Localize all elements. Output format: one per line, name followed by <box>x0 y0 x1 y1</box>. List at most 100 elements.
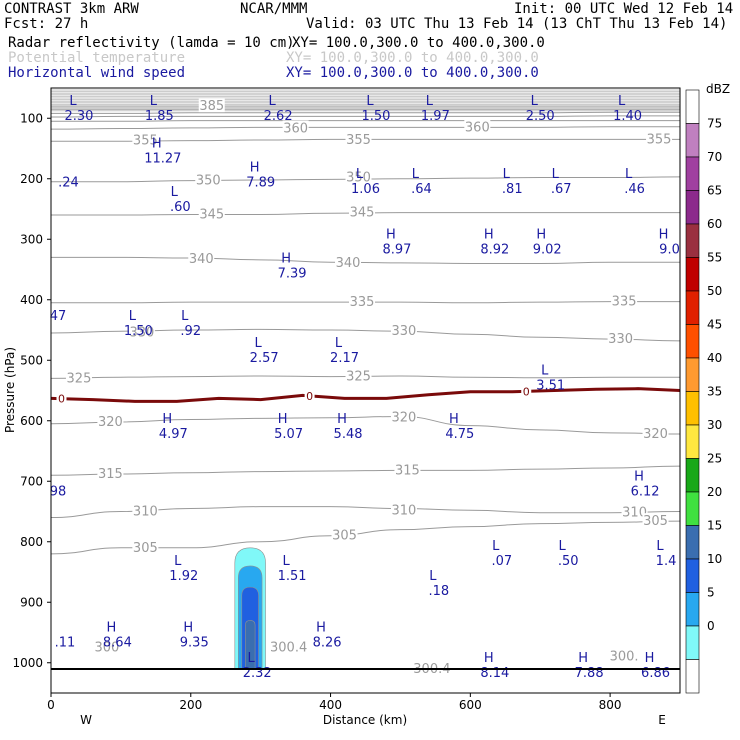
colorbar-segment <box>685 491 700 526</box>
x-tick-label: 400 <box>319 698 342 712</box>
theta-label-bg <box>464 119 491 134</box>
theta-label-bg <box>198 206 225 221</box>
zero-isotherm-label: 0 <box>58 393 65 406</box>
wind-extremum-value: 11.27 <box>144 152 181 167</box>
theta-label: 325 <box>67 371 92 386</box>
theta-contour-315 <box>50 465 681 476</box>
wind-extremum-value: 1.50 <box>362 109 391 124</box>
theta-label-bg <box>128 324 155 339</box>
theta-label-bg <box>345 169 372 184</box>
colorbar-tick-label: 55 <box>707 251 722 265</box>
wind-extremum-marker: L <box>129 309 137 324</box>
theta-label-bg <box>390 409 417 424</box>
theta-label-bg <box>195 172 222 187</box>
wind-extremum-marker: H <box>645 651 655 666</box>
theta-label-bg <box>607 648 642 663</box>
wind-extremum-marker: L <box>625 167 633 182</box>
theta-contour-320 <box>50 416 681 435</box>
wind-extremum-value: .50 <box>558 554 579 569</box>
theta-label: 345 <box>199 207 224 222</box>
wind-extremum-value: .92 <box>180 324 201 339</box>
zero-label-bg <box>521 385 532 398</box>
theta-label: 305 <box>133 541 158 556</box>
y-tick-label: 1000 <box>12 656 43 670</box>
field-3-name: Horizontal wind speed <box>8 65 185 81</box>
wind-extremum-value: 8.64 <box>103 636 132 651</box>
zero-isotherm-label: 0 <box>523 385 530 398</box>
colorbar-segment <box>685 525 700 560</box>
radar-reflectivity-cell <box>234 547 266 670</box>
colorbar-segment <box>685 156 700 191</box>
wind-extremum-marker: H <box>107 621 117 636</box>
y-axis: 100 200 300 400 500 600 700 800 900 1000 <box>12 111 51 670</box>
theta-label: 340 <box>336 256 361 271</box>
wind-extremum-marker: H <box>536 227 546 242</box>
y-tick-label: 500 <box>20 353 43 367</box>
wind-extremum-value: 1.85 <box>145 109 174 124</box>
theta-label-bg <box>394 462 421 477</box>
colorbar-segment <box>685 257 700 292</box>
y-tick-label: 400 <box>20 293 43 307</box>
theta-label: 350 <box>196 174 221 189</box>
wind-extremum-value: 8.92 <box>480 242 509 257</box>
theta-label: 355 <box>133 134 158 149</box>
theta-label-bg <box>65 370 92 385</box>
wind-extremum-value: .11 <box>55 636 76 651</box>
x-tick-label: 600 <box>459 698 482 712</box>
theta-label: 320 <box>643 427 668 442</box>
colorbar-segment <box>685 659 700 694</box>
colorbar-tick-label: 30 <box>707 418 722 432</box>
theta-label: 305 <box>332 529 357 544</box>
wind-extremum-value: .46 <box>624 182 645 197</box>
theta-label: 315 <box>395 463 420 478</box>
theta-label: 330 <box>129 325 154 340</box>
colorbar-tick-label: 35 <box>707 385 722 399</box>
wind-extremum-marker: L <box>618 94 626 109</box>
wind-extremum-value: 5.48 <box>334 427 363 442</box>
forecast-hour: Fcst: 27 h <box>4 16 88 32</box>
wind-extremum-value: 7.39 <box>278 266 307 281</box>
wind-extremum-marker: H <box>578 651 588 666</box>
wind-extremum-marker: L <box>335 336 343 351</box>
x-tick-label: 800 <box>599 698 622 712</box>
wind-extremum-value: 2.17 <box>330 351 359 366</box>
theta-label: 385 <box>199 99 224 114</box>
wind-extremum-marker: L <box>150 94 158 109</box>
wind-extremum-marker: H <box>634 469 644 484</box>
wind-extremum-value: 1.4 <box>656 554 677 569</box>
colorbar-tick-label: 65 <box>707 184 722 198</box>
theta-label-bg <box>335 254 362 269</box>
colorbar-tick-label: 75 <box>707 117 722 131</box>
theta-label: 355 <box>647 132 672 147</box>
y-tick-label: 100 <box>20 111 43 125</box>
theta-label: 335 <box>612 295 637 310</box>
wind-extremum-value: .07 <box>491 554 512 569</box>
theta-label: 330 <box>392 324 417 339</box>
wind-extremum-marker: H <box>152 137 162 152</box>
wind-extremum-marker: L <box>366 94 374 109</box>
colorbar-tick-label: 15 <box>707 519 722 533</box>
wind-extremum-value: 98 <box>50 484 67 499</box>
theta-label-bg <box>132 539 159 554</box>
header: CONTRAST 3km ARW NCAR/MMM Init: 00 UTC W… <box>4 1 733 81</box>
x-tick-label: 200 <box>179 698 202 712</box>
wind-extremum-marker: L <box>426 94 434 109</box>
theta-label: 310 <box>392 503 417 518</box>
colorbar-segment <box>685 592 700 627</box>
theta-label: 325 <box>346 370 371 385</box>
wind-extremum-marker: L <box>559 539 567 554</box>
wind-extremum-marker: L <box>69 94 77 109</box>
wind-extremum-value: 1.92 <box>169 569 198 584</box>
y-tick-label: 200 <box>20 172 43 186</box>
zero-isotherm-label: 0 <box>306 390 313 403</box>
wind-extremum-marker: H <box>250 161 260 176</box>
theta-label: 320 <box>98 415 123 430</box>
valid-time: Valid: 03 UTC Thu 13 Feb 14 (13 ChT Thu … <box>306 16 727 32</box>
wind-extremum-value: 8.97 <box>382 242 411 257</box>
wind-extremum-marker: L <box>531 94 539 109</box>
colorbar-tick-label: 45 <box>707 318 722 332</box>
theta-contour-365 <box>50 120 680 122</box>
wind-extremum-value: 4.97 <box>159 427 188 442</box>
zero-label-bg <box>56 392 67 405</box>
field-1-name: Radar reflectivity (lamda = 10 cm) <box>8 35 295 51</box>
